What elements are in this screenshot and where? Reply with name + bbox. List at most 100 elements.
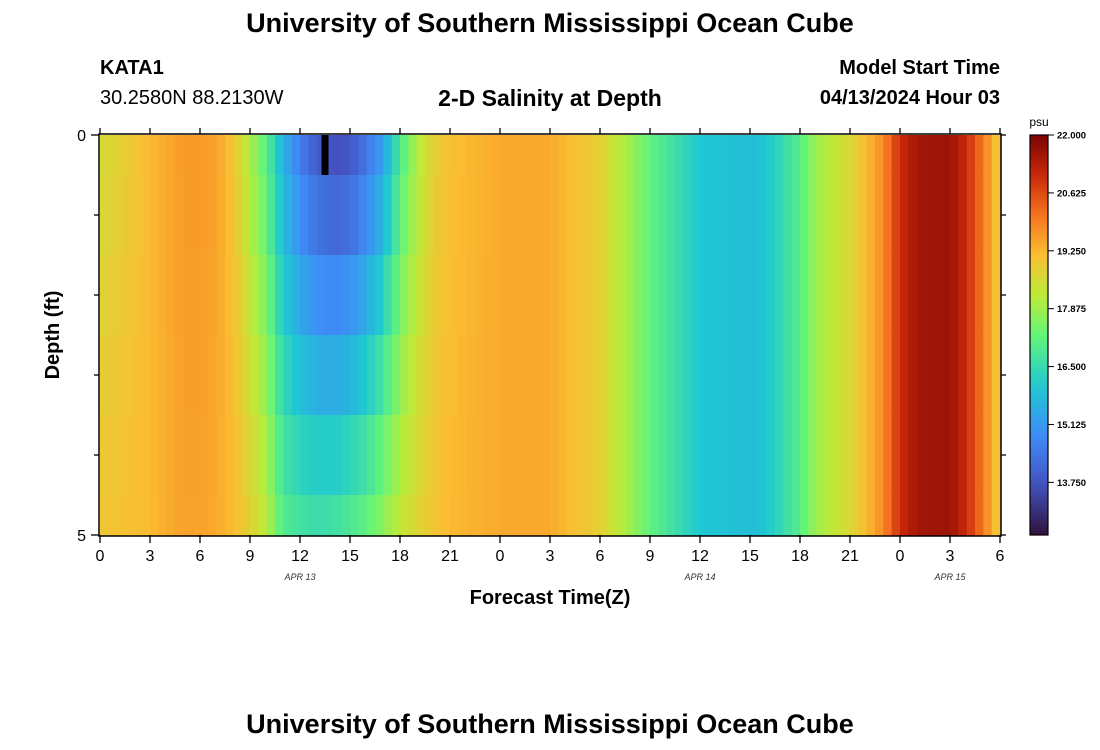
heatmap-cell	[758, 415, 768, 496]
heatmap-cell	[566, 415, 576, 496]
heatmap-cell	[841, 415, 851, 496]
heatmap-cell	[658, 335, 668, 416]
heatmap-cell	[225, 255, 234, 336]
heatmap-cell	[158, 175, 168, 256]
heatmap-cell	[750, 135, 759, 176]
x-tick-label: 6	[996, 548, 1005, 565]
heatmap-cell	[791, 495, 801, 536]
heatmap-cell	[741, 175, 751, 256]
heatmap-cell	[475, 135, 484, 176]
heatmap-cell	[166, 255, 176, 336]
heatmap-cell	[383, 175, 393, 256]
heatmap-cell	[758, 335, 768, 416]
heatmap-cell	[133, 415, 143, 496]
heatmap-cell	[850, 415, 859, 496]
heatmap-cell	[691, 495, 701, 536]
x-tick-label: 3	[946, 548, 955, 565]
x-tick-label: 3	[146, 548, 155, 565]
heatmap-cell	[916, 495, 926, 536]
heatmap-cell	[608, 135, 618, 176]
heatmap-cell	[891, 135, 901, 176]
heatmap-cell	[208, 175, 218, 256]
heatmap-cell	[241, 335, 251, 416]
heatmap-cell	[641, 135, 651, 176]
heatmap-cell	[666, 175, 676, 256]
heatmap-cell	[308, 495, 318, 536]
heatmap-cell	[216, 255, 226, 336]
heatmap-cell	[808, 495, 818, 536]
heatmap-cell	[833, 175, 843, 256]
heatmap-cell	[408, 135, 418, 176]
heatmap-cell	[600, 495, 609, 536]
heatmap-cell	[383, 415, 393, 496]
heatmap-cell	[575, 335, 584, 416]
heatmap-cell	[825, 135, 834, 176]
heatmap-cell	[141, 415, 151, 496]
heatmap-cell	[991, 255, 1001, 336]
heatmap-cell	[858, 415, 868, 496]
heatmap-cell	[666, 255, 676, 336]
heatmap-cell	[775, 175, 784, 256]
heatmap-cell	[758, 495, 768, 536]
heatmap-cell	[958, 495, 968, 536]
heatmap-cell	[225, 175, 234, 256]
heatmap-cell	[683, 415, 693, 496]
heatmap-cell	[683, 175, 693, 256]
heatmap-cell	[975, 495, 984, 536]
heatmap-cell	[958, 335, 968, 416]
heatmap-cell	[616, 495, 626, 536]
heatmap-cell	[833, 335, 843, 416]
heatmap-cell	[308, 255, 318, 336]
heatmap-cell	[975, 415, 984, 496]
heatmap-cell	[600, 255, 609, 336]
y-tick-label: 5	[77, 528, 86, 545]
heatmap-cell	[825, 495, 834, 536]
heatmap-cell	[341, 495, 351, 536]
heatmap-cell	[675, 175, 684, 256]
heatmap-cell	[566, 335, 576, 416]
heatmap-cell	[316, 175, 326, 256]
heatmap-cell	[683, 335, 693, 416]
heatmap-cell	[775, 415, 784, 496]
heatmap-cell	[558, 255, 568, 336]
heatmap-cell	[383, 135, 393, 176]
heatmap-cell	[233, 255, 243, 336]
heatmap-cell	[775, 135, 784, 176]
heatmap-cell	[716, 415, 726, 496]
heatmap-cell	[425, 495, 434, 536]
colorbar-tick-label: 15.125	[1057, 420, 1087, 431]
heatmap-cell	[175, 415, 184, 496]
colorbar-tick-label: 16.500	[1057, 362, 1086, 373]
heatmap-cell	[891, 255, 901, 336]
heatmap-cell	[441, 495, 451, 536]
heatmap-cell	[541, 255, 551, 336]
heatmap-cell	[650, 135, 659, 176]
heatmap-cell	[908, 415, 918, 496]
heatmap-cell	[266, 335, 276, 416]
heatmap-cell	[216, 495, 226, 536]
heatmap-cell	[483, 495, 493, 536]
heatmap-cell	[483, 415, 493, 496]
heatmap-cell	[541, 175, 551, 256]
heatmap-cell	[983, 175, 993, 256]
heatmap-cell	[616, 335, 626, 416]
heatmap-cell	[741, 495, 751, 536]
heatmap-cell	[700, 415, 709, 496]
heatmap-cell	[891, 335, 901, 416]
heatmap-cell	[450, 255, 459, 336]
heatmap-cell	[733, 335, 743, 416]
heatmap-cell	[166, 495, 176, 536]
heatmap-cell	[683, 255, 693, 336]
date-label: APR 14	[683, 572, 715, 582]
heatmap-cell	[741, 415, 751, 496]
model-start-label: Model Start Time	[839, 57, 1000, 79]
heatmap-cell	[891, 175, 901, 256]
heatmap-cell	[758, 255, 768, 336]
heatmap-cell	[500, 175, 509, 256]
heatmap-cell	[458, 255, 468, 336]
x-tick-label: 3	[546, 548, 555, 565]
heatmap-cell	[550, 175, 559, 256]
colorbar-tick-label: 19.250	[1057, 246, 1086, 257]
heatmap-cell	[366, 175, 376, 256]
heatmap-cell	[650, 335, 659, 416]
